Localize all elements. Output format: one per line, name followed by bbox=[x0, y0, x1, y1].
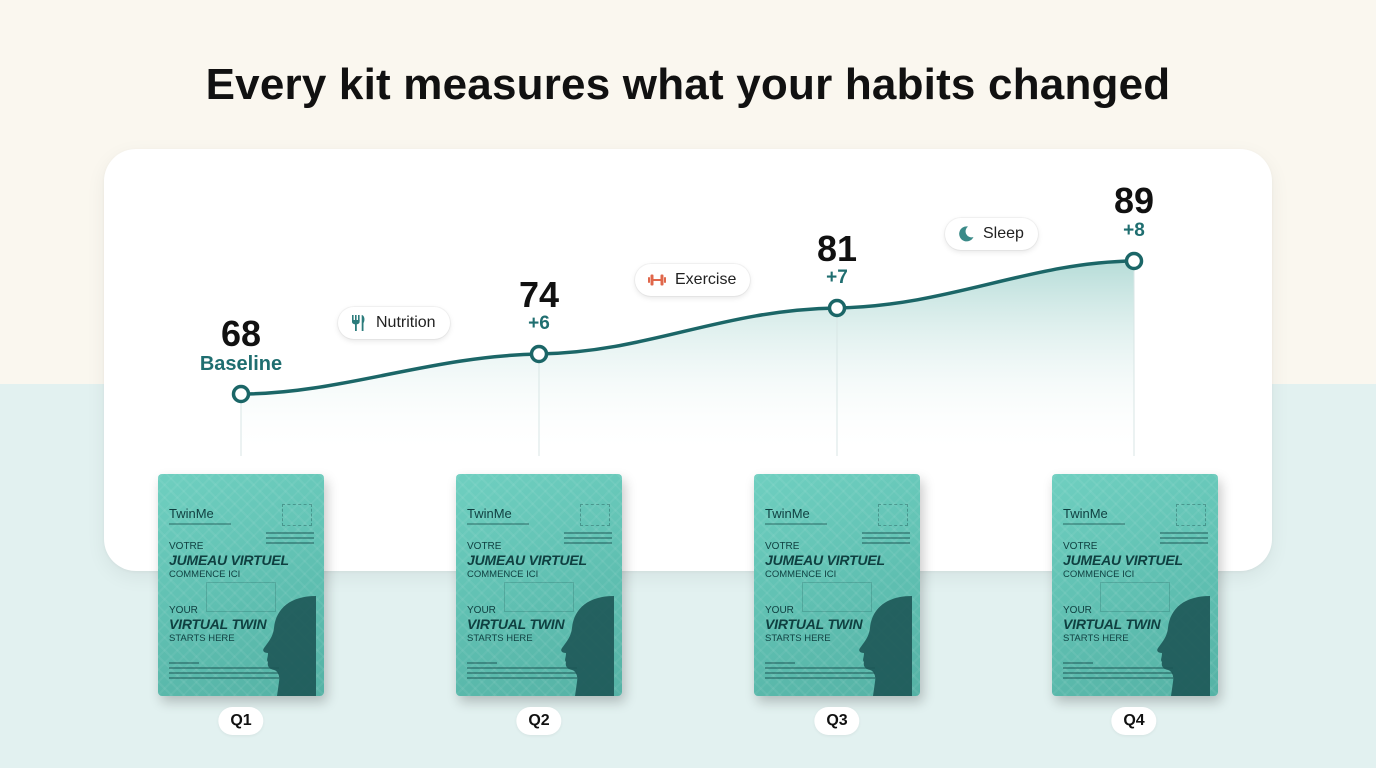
score-q4: 89 bbox=[1113, 180, 1155, 221]
packet-text: STARTS HERE bbox=[765, 633, 831, 644]
head-silhouette-icon bbox=[263, 596, 316, 696]
kit-packet-q1: TwinMe VOTRE JUMEAU VIRTUEL COMMENCE ICI… bbox=[158, 474, 324, 696]
brand-logo: TwinMe bbox=[169, 506, 214, 521]
brand-logo: TwinMe bbox=[765, 506, 810, 521]
brand-logo: TwinMe bbox=[1063, 506, 1108, 521]
packet-text: JUMEAU VIRTUEL bbox=[467, 552, 587, 568]
quarter-label-q2: Q2 bbox=[516, 707, 562, 735]
score-q3: 81 bbox=[816, 228, 858, 269]
kit-packet-q2: TwinMe VOTRE JUMEAU VIRTUEL COMMENCE ICI… bbox=[456, 474, 622, 696]
packet-text: YOUR bbox=[169, 605, 198, 616]
packet-text: STARTS HERE bbox=[1063, 633, 1129, 644]
delta-q4: +8 bbox=[1123, 220, 1145, 241]
habit-label: Exercise bbox=[675, 271, 737, 288]
habit-label: Nutrition bbox=[376, 314, 436, 331]
head-silhouette-icon bbox=[1157, 596, 1210, 696]
habit-label: Sleep bbox=[983, 225, 1024, 242]
baseline-label: Baseline bbox=[199, 353, 283, 375]
packet-text: YOUR bbox=[467, 605, 496, 616]
quarter-label-q1: Q1 bbox=[218, 707, 264, 735]
packet-text: YOUR bbox=[765, 605, 794, 616]
fork-knife-icon bbox=[352, 315, 365, 331]
page-title: Every kit measures what your habits chan… bbox=[205, 60, 1171, 109]
packet-text: YOUR bbox=[1063, 605, 1092, 616]
moon-icon bbox=[959, 226, 974, 242]
packet-text: VIRTUAL TWIN bbox=[467, 616, 565, 632]
packet-text: JUMEAU VIRTUEL bbox=[765, 552, 885, 568]
packet-text: VIRTUAL TWIN bbox=[1063, 616, 1161, 632]
habit-pill-nutrition: Nutrition bbox=[338, 307, 450, 339]
packet-text: COMMENCE ICI bbox=[1063, 569, 1135, 580]
brand-logo: TwinMe bbox=[467, 506, 512, 521]
packet-text: VOTRE bbox=[467, 541, 502, 552]
score-q2: 74 bbox=[518, 274, 560, 315]
quarter-label-q4: Q4 bbox=[1111, 707, 1157, 735]
packet-text: STARTS HERE bbox=[467, 633, 533, 644]
habit-pill-exercise: Exercise bbox=[635, 264, 751, 296]
delta-q2: +6 bbox=[528, 313, 550, 334]
packet-text: COMMENCE ICI bbox=[765, 569, 837, 580]
habit-pill-sleep: Sleep bbox=[945, 218, 1038, 250]
delta-q3: +7 bbox=[826, 267, 848, 288]
packet-text: JUMEAU VIRTUEL bbox=[1063, 552, 1183, 568]
packet-text: VOTRE bbox=[169, 541, 204, 552]
kit-packet-q3: TwinMe VOTRE JUMEAU VIRTUEL COMMENCE ICI… bbox=[754, 474, 920, 696]
packet-text: VIRTUAL TWIN bbox=[169, 616, 267, 632]
quarter-label-q3: Q3 bbox=[814, 707, 860, 735]
dumbbell-icon bbox=[648, 274, 666, 286]
score-q1: 68 bbox=[220, 313, 262, 354]
packet-text: COMMENCE ICI bbox=[169, 569, 241, 580]
packet-text: JUMEAU VIRTUEL bbox=[169, 552, 289, 568]
packet-text: STARTS HERE bbox=[169, 633, 235, 644]
head-silhouette-icon bbox=[561, 596, 614, 696]
packet-text: VIRTUAL TWIN bbox=[765, 616, 863, 632]
packet-text: VOTRE bbox=[1063, 541, 1098, 552]
kit-packet-q4: TwinMe VOTRE JUMEAU VIRTUEL COMMENCE ICI… bbox=[1052, 474, 1218, 696]
head-silhouette-icon bbox=[859, 596, 912, 696]
packet-text: COMMENCE ICI bbox=[467, 569, 539, 580]
packet-text: VOTRE bbox=[765, 541, 800, 552]
